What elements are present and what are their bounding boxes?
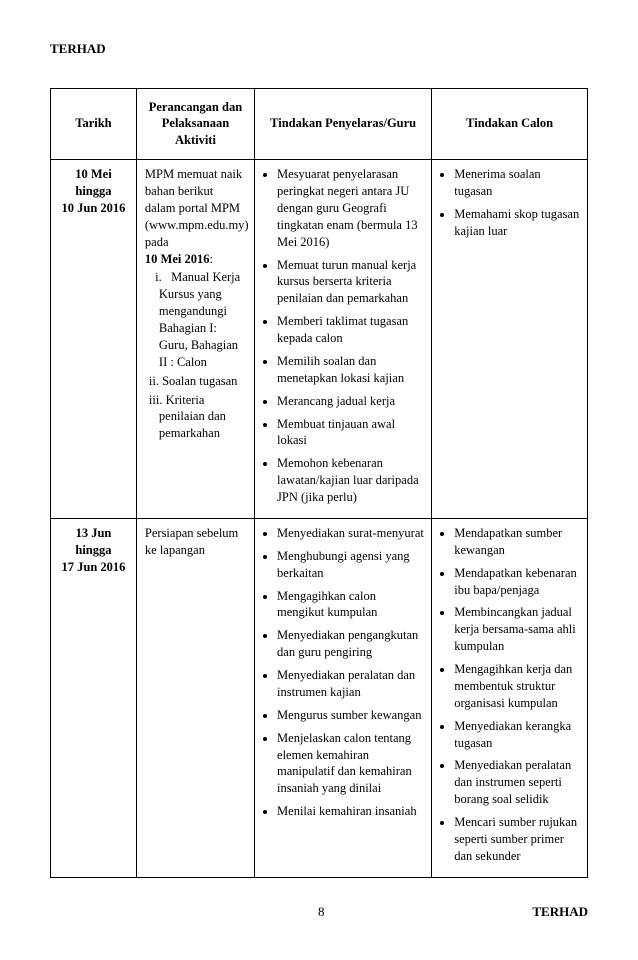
cell-tarikh: 13 Jun hingga 17 Jun 2016 <box>51 518 137 877</box>
aktiviti-date: 10 Mei 2016 <box>145 252 210 266</box>
list-item: Mesyuarat penyelarasan peringkat negeri … <box>277 166 425 250</box>
schedule-table: Tarikh Perancangan dan Pelaksanaan Aktiv… <box>50 88 588 878</box>
aktiviti-intro: MPM memuat naik bahan berikut dalam port… <box>145 167 249 249</box>
list-item: Mengagihkan calon mengikut kumpulan <box>277 588 425 622</box>
table-row: 10 Mei hingga 10 Jun 2016 MPM memuat nai… <box>51 160 588 519</box>
list-item: Menerima soalan tugasan <box>454 166 581 200</box>
list-item: Membuat tinjauan awal lokasi <box>277 416 425 450</box>
aktiviti-item: i. Manual Kerja Kursus yang mengandungi … <box>149 269 246 370</box>
list-item: Menyediakan pengangkutan dan guru pengir… <box>277 627 425 661</box>
list-item: Menyediakan kerangka tugasan <box>454 718 581 752</box>
col-header-guru: Tindakan Penyelaras/Guru <box>255 88 432 160</box>
list-item: Menilai kemahiran insaniah <box>277 803 425 820</box>
list-item: Memahami skop tugasan kajian luar <box>454 206 581 240</box>
list-item: Membincangkan jadual kerja bersama-sama … <box>454 604 581 655</box>
table-row: 13 Jun hingga 17 Jun 2016 Persiapan sebe… <box>51 518 588 877</box>
table-header-row: Tarikh Perancangan dan Pelaksanaan Aktiv… <box>51 88 588 160</box>
tarikh-text: hingga <box>57 183 130 200</box>
list-item: Menyediakan peralatan dan instrumen kaji… <box>277 667 425 701</box>
tarikh-text: 17 Jun 2016 <box>57 559 130 576</box>
page-footer: 8 TERHAD <box>50 903 588 921</box>
list-item: Menghubungi agensi yang berkaitan <box>277 548 425 582</box>
cell-aktiviti: Persiapan sebelum ke lapangan <box>136 518 254 877</box>
aktiviti-item: iii. Kriteria penilaian dan pemarkahan <box>149 392 246 443</box>
tarikh-text: 13 Jun <box>57 525 130 542</box>
guru-list-1: Menyediakan surat-menyurat Menghubungi ag… <box>261 525 425 820</box>
list-item: Menyediakan peralatan dan instrumen sepe… <box>454 757 581 808</box>
cell-calon: Menerima soalan tugasan Memahami skop tug… <box>432 160 588 519</box>
cell-guru: Mesyuarat penyelarasan peringkat negeri … <box>255 160 432 519</box>
tarikh-text: 10 Jun 2016 <box>57 200 130 217</box>
guru-list-0: Mesyuarat penyelarasan peringkat negeri … <box>261 166 425 506</box>
tarikh-text: 10 Mei <box>57 166 130 183</box>
list-item: Mengurus sumber kewangan <box>277 707 425 724</box>
header-classification: TERHAD <box>50 40 588 58</box>
aktiviti-colon: : <box>209 252 212 266</box>
list-item: Memberi taklimat tugasan kepada calon <box>277 313 425 347</box>
list-item: Mencari sumber rujukan seperti sumber pr… <box>454 814 581 865</box>
footer-classification: TERHAD <box>532 903 588 921</box>
cell-guru: Menyediakan surat-menyurat Menghubungi ag… <box>255 518 432 877</box>
col-header-aktiviti: Perancangan dan Pelaksanaan Aktiviti <box>136 88 254 160</box>
list-item: Memilih soalan dan menetapkan lokasi kaj… <box>277 353 425 387</box>
calon-list-1: Mendapatkan sumber kewangan Mendapatkan k… <box>438 525 581 865</box>
cell-calon: Mendapatkan sumber kewangan Mendapatkan k… <box>432 518 588 877</box>
col-header-tarikh: Tarikh <box>51 88 137 160</box>
tarikh-text: hingga <box>57 542 130 559</box>
list-item: Menjelaskan calon tentang elemen kemahir… <box>277 730 425 798</box>
aktiviti-text: Persiapan sebelum ke lapangan <box>143 525 248 559</box>
list-item: Mengagihkan kerja dan membentuk struktur… <box>454 661 581 712</box>
page-number: 8 <box>110 903 532 921</box>
list-item: Mendapatkan kebenaran ibu bapa/penjaga <box>454 565 581 599</box>
cell-aktiviti: MPM memuat naik bahan berikut dalam port… <box>136 160 254 519</box>
col-header-calon: Tindakan Calon <box>432 88 588 160</box>
list-item: Mendapatkan sumber kewangan <box>454 525 581 559</box>
list-item: Merancang jadual kerja <box>277 393 425 410</box>
calon-list-0: Menerima soalan tugasan Memahami skop tug… <box>438 166 581 240</box>
cell-tarikh: 10 Mei hingga 10 Jun 2016 <box>51 160 137 519</box>
list-item: Memuat turun manual kerja kursus bersert… <box>277 257 425 308</box>
list-item: Menyediakan surat-menyurat <box>277 525 425 542</box>
list-item: Memohon kebenaran lawatan/kajian luar da… <box>277 455 425 506</box>
aktiviti-item: ii. Soalan tugasan <box>149 373 246 390</box>
